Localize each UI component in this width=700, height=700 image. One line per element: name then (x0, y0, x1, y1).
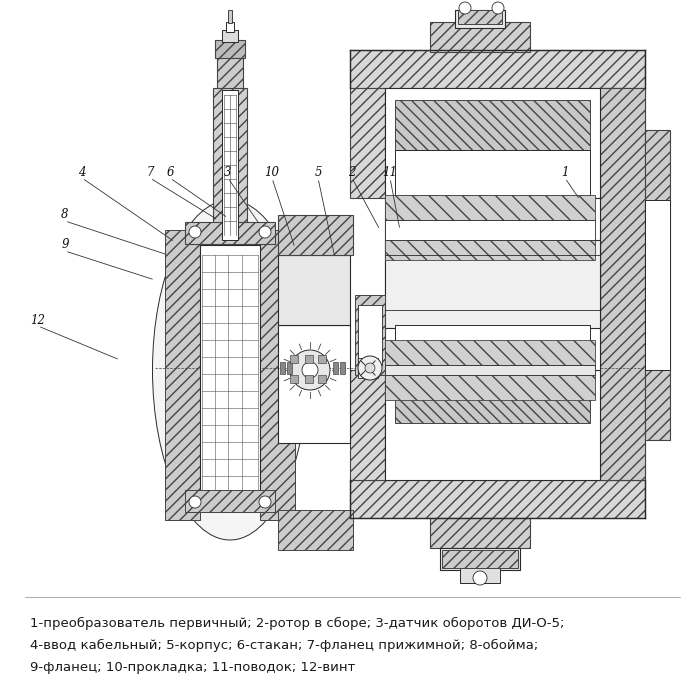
Bar (440, 548, 520, 570)
Bar (460, 568, 500, 583)
Bar (385, 370, 600, 480)
Text: 7: 7 (146, 165, 154, 178)
Text: 1-преобразователь первичный; 2-ротор в сборе; 3-датчик оборотов ДИ-О-5;: 1-преобразователь первичный; 2-ротор в с… (30, 617, 564, 630)
Bar (290, 375, 298, 383)
Bar (260, 230, 295, 520)
Bar (385, 198, 600, 370)
Circle shape (259, 496, 271, 508)
Bar (305, 375, 313, 383)
Bar (385, 220, 595, 240)
Bar (442, 550, 518, 568)
Bar (200, 245, 260, 505)
Bar (278, 510, 353, 550)
Bar (350, 88, 385, 198)
Text: 1: 1 (561, 165, 568, 178)
Bar (395, 150, 590, 195)
Bar (350, 50, 645, 88)
Bar (318, 375, 326, 383)
Circle shape (302, 362, 318, 378)
Bar (385, 240, 595, 260)
Bar (165, 230, 200, 520)
Bar (222, 90, 238, 240)
Text: 5: 5 (314, 165, 322, 178)
Bar (228, 10, 232, 23)
Text: 2: 2 (349, 165, 356, 178)
Ellipse shape (153, 200, 307, 540)
Circle shape (492, 2, 504, 14)
Circle shape (189, 496, 201, 508)
Bar (430, 22, 530, 52)
Bar (333, 362, 338, 374)
Text: 10: 10 (265, 165, 279, 178)
Bar (226, 22, 234, 32)
Bar (395, 373, 590, 423)
Bar (305, 355, 313, 363)
Bar (600, 88, 645, 480)
Bar (278, 255, 350, 325)
Bar (395, 100, 590, 150)
Bar (358, 358, 378, 378)
Bar (645, 130, 670, 440)
Text: 11: 11 (382, 165, 398, 178)
Bar (318, 355, 326, 363)
Bar (358, 305, 382, 365)
Bar (385, 340, 595, 365)
Bar (215, 40, 245, 58)
Bar (185, 222, 275, 244)
Bar (385, 365, 595, 375)
Text: 8: 8 (62, 209, 69, 221)
Bar (455, 10, 505, 28)
Bar (645, 200, 670, 370)
Text: 3: 3 (224, 165, 232, 178)
Bar (340, 362, 345, 374)
Circle shape (358, 356, 382, 380)
Bar (217, 55, 243, 90)
Bar (350, 370, 385, 480)
Bar (395, 325, 590, 373)
Circle shape (290, 350, 330, 390)
Bar (278, 215, 353, 255)
Text: 12: 12 (31, 314, 46, 326)
Bar (222, 30, 238, 42)
Text: 4-ввод кабельный; 5-корпус; 6-стакан; 7-фланец прижимной; 8-обойма;: 4-ввод кабельный; 5-корпус; 6-стакан; 7-… (30, 639, 538, 652)
Circle shape (259, 226, 271, 238)
Bar (385, 88, 600, 198)
Text: 6: 6 (167, 165, 174, 178)
Circle shape (365, 363, 375, 373)
Text: 9-фланец; 10-прокладка; 11-поводок; 12-винт: 9-фланец; 10-прокладка; 11-поводок; 12-в… (30, 661, 355, 674)
Bar (290, 355, 298, 363)
Bar (385, 375, 595, 400)
Bar (278, 325, 350, 443)
Bar (458, 10, 502, 24)
Bar (280, 362, 285, 374)
Bar (385, 195, 595, 220)
Bar (430, 518, 530, 548)
Circle shape (189, 226, 201, 238)
Bar (185, 490, 275, 512)
Bar (287, 362, 292, 374)
Text: 9: 9 (62, 239, 69, 251)
Bar (600, 88, 645, 480)
Bar (355, 295, 385, 375)
Text: 4: 4 (78, 165, 85, 178)
Bar (213, 88, 247, 243)
Bar (350, 480, 645, 518)
Bar (385, 240, 600, 328)
Circle shape (473, 571, 487, 585)
Circle shape (459, 2, 471, 14)
